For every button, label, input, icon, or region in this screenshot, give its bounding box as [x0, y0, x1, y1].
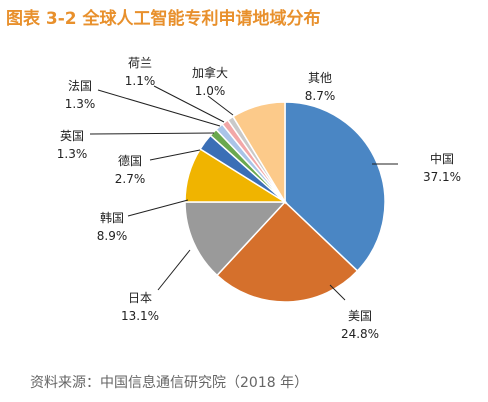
slice-value-加拿大: 1.0%	[195, 84, 226, 98]
leader-line-韩国	[127, 199, 189, 217]
pie-slice-其他	[231, 101, 286, 205]
slice-labels: 中国 37.1% 美国 24.8% 日本 13.1% 韩国 8.9% 德国 2.7% 英国 1.3% 法…	[57, 56, 461, 341]
slice-label-其他: 其他	[308, 71, 332, 85]
pie-slice-中国	[284, 101, 386, 272]
slice-label-法国: 法国	[68, 79, 92, 93]
slice-label-英国: 英国	[60, 129, 84, 143]
slice-label-加拿大: 加拿大	[192, 65, 228, 80]
slice-value-其他: 8.7%	[305, 89, 336, 103]
leader-line-美国	[329, 284, 346, 301]
slice-label-美国: 美国	[348, 309, 372, 323]
leader-line-德国	[149, 149, 201, 161]
leader-line-加拿大	[207, 95, 234, 116]
slice-value-德国: 2.7%	[115, 172, 146, 186]
slice-value-韩国: 8.9%	[97, 229, 128, 243]
slice-value-中国: 37.1%	[423, 170, 461, 184]
pie-slice-美国	[215, 200, 359, 303]
slice-value-法国: 1.3%	[65, 97, 96, 111]
chart-title: 图表 3-2 全球人工智能专利申请地域分布	[6, 9, 321, 29]
slice-value-英国: 1.3%	[57, 147, 88, 161]
slice-label-韩国: 韩国	[100, 210, 124, 225]
slice-value-美国: 24.8%	[341, 327, 379, 341]
leader-line-日本	[157, 249, 191, 291]
leader-line-法国	[97, 89, 221, 127]
slice-label-中国: 中国	[430, 151, 454, 166]
slice-label-德国: 德国	[118, 153, 142, 168]
leader-line-荷兰	[153, 85, 225, 123]
source-note: 资料来源：中国信息通信研究院（2018 年）	[30, 375, 309, 391]
slice-value-日本: 13.1%	[121, 309, 159, 323]
pie-slices	[184, 101, 386, 303]
slice-label-日本: 日本	[128, 291, 152, 305]
pie-slice-日本	[184, 201, 287, 277]
slice-value-荷兰: 1.1%	[125, 74, 156, 88]
leader-line-英国	[89, 132, 215, 135]
slice-label-荷兰: 荷兰	[128, 56, 152, 70]
leader-lines	[89, 85, 398, 301]
